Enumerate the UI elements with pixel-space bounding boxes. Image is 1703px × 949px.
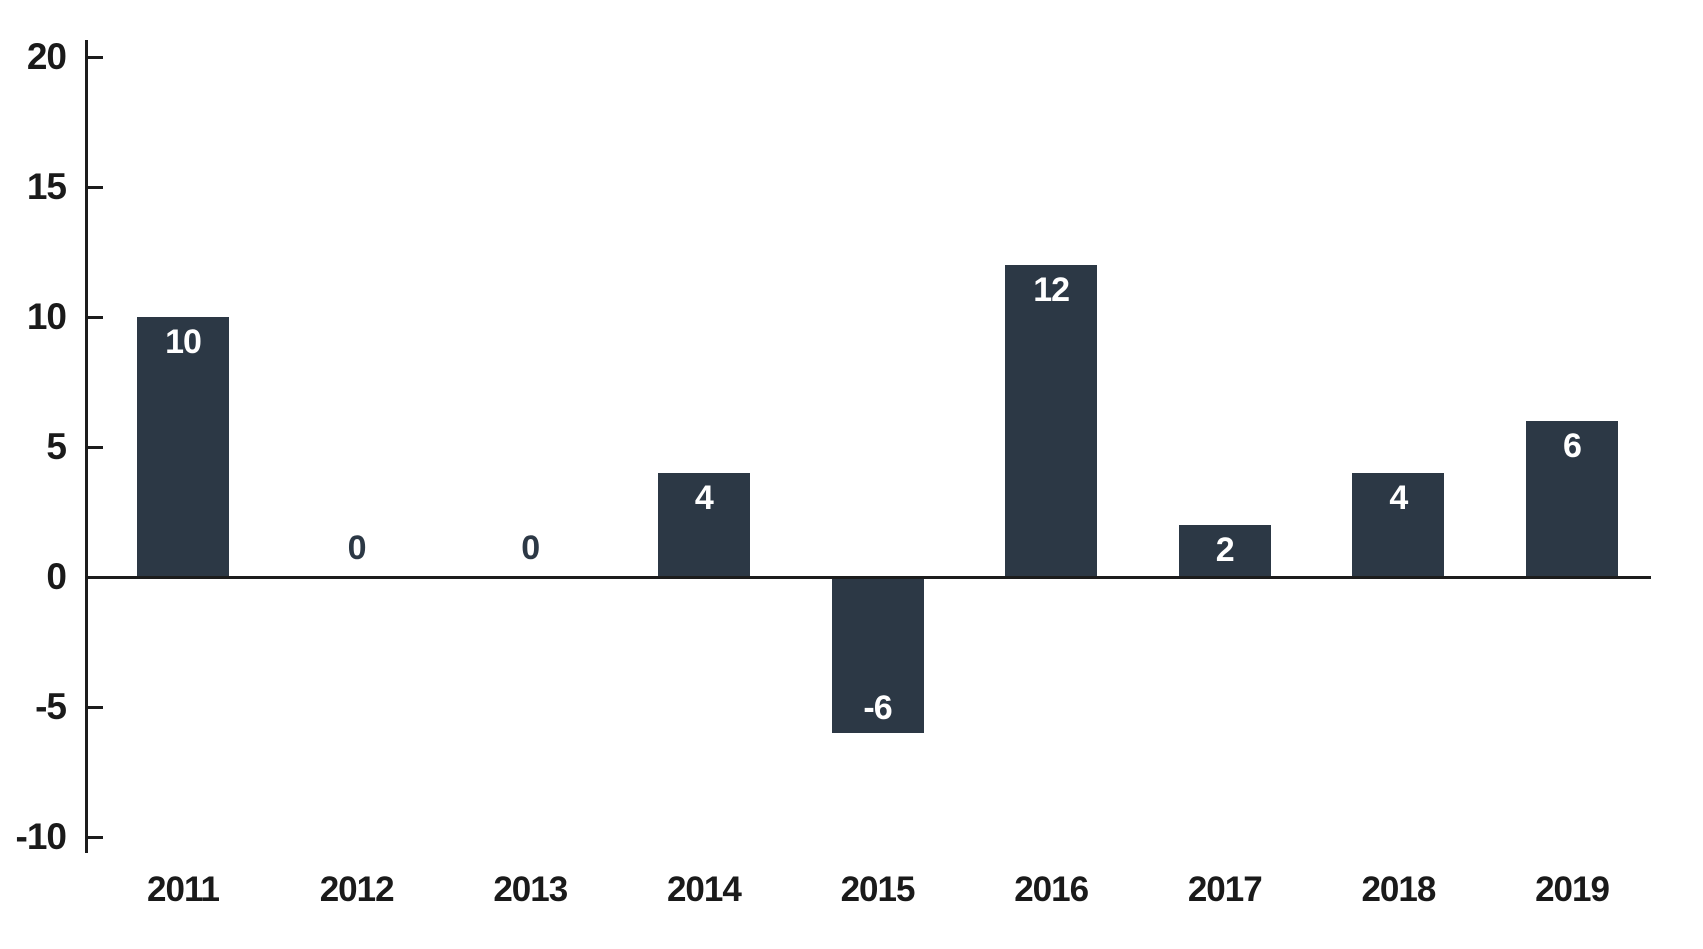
- y-tick-label: 20: [26, 36, 67, 77]
- y-tick-mark: [88, 186, 103, 189]
- y-tick-label: -5: [35, 686, 67, 727]
- x-axis-label: 2019: [1535, 870, 1610, 909]
- y-tick-mark: [88, 316, 103, 319]
- bar-value-label: 12: [1033, 271, 1070, 309]
- bar-value-label: 4: [694, 479, 714, 517]
- bar-value-label: 0: [347, 529, 367, 567]
- bar: 2: [1178, 525, 1271, 577]
- y-tick-mark: [88, 56, 103, 59]
- x-axis-label: 2017: [1187, 870, 1263, 909]
- x-axis-label: 2011: [147, 870, 220, 909]
- bar-value-label: 0: [521, 529, 540, 567]
- bar: 6: [1526, 421, 1618, 577]
- y-tick-label: -10: [15, 816, 67, 857]
- x-axis-label: 2018: [1361, 870, 1436, 909]
- bar: 12: [1005, 265, 1098, 577]
- bar: 4: [657, 473, 750, 577]
- bar: 10: [137, 317, 229, 577]
- bar-value-label: 6: [1563, 427, 1582, 465]
- x-axis-label: 2014: [666, 870, 742, 909]
- x-axis-label: 2013: [493, 870, 568, 909]
- y-axis-line: [85, 40, 88, 853]
- x-axis-label: 2012: [319, 870, 395, 909]
- x-axis-label: 2015: [840, 870, 916, 909]
- y-tick-label: 0: [46, 556, 67, 597]
- y-tick-label: 15: [26, 166, 67, 207]
- bar-value-label: 10: [165, 323, 202, 361]
- y-tick-mark: [88, 706, 103, 709]
- bar: 4: [1352, 473, 1445, 577]
- y-tick-label: 10: [26, 296, 67, 337]
- bar-value-label: 4: [1389, 479, 1408, 517]
- bar-value-label: 2: [1215, 531, 1235, 569]
- y-tick-mark: [88, 836, 103, 839]
- bar-value-label: -6: [863, 689, 892, 727]
- y-tick-label: 5: [46, 426, 67, 467]
- y-tick-mark: [88, 446, 103, 449]
- x-axis-label: 2016: [1014, 870, 1089, 909]
- bar: -6: [831, 577, 924, 733]
- x-axis-zero-line: [85, 576, 1651, 579]
